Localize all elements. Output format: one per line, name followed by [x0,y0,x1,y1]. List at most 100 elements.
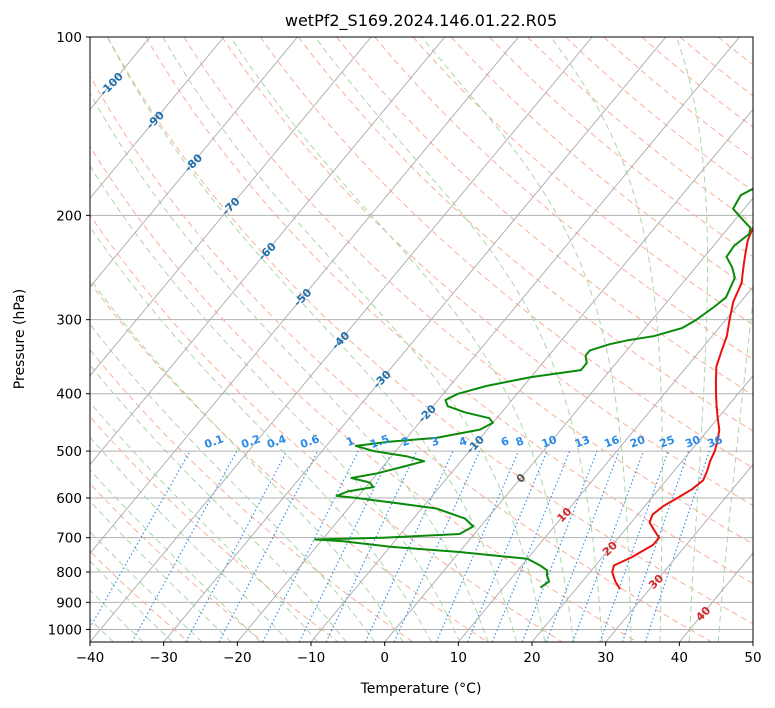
mixing-ratio-label: 4 [457,434,469,449]
moist-adiabat-line [90,530,203,642]
x-tick-label: 50 [744,650,761,666]
y-tick-label: 600 [56,491,82,507]
mixing-ratio-label: 1.5 [368,432,391,451]
moist-adiabat-line [90,560,173,642]
grid-layer [90,37,753,630]
dry-adiabat-line [183,37,753,545]
mixing-ratio-label: 36 [706,433,725,451]
moist-adiabat-line [314,37,603,642]
dry-adiabat-line [90,281,488,642]
isotherm-label: -100 [97,70,126,99]
y-tick-label: 300 [56,313,82,329]
mixing-ratio-label: 2 [400,434,412,449]
isotherm-label: -50 [291,286,314,309]
isotherm-line [457,286,753,642]
isotherm-line [90,37,593,642]
mixing-ratio-line [466,450,548,642]
mixing-ratio-line [131,450,238,642]
temperature-profile-line [611,225,753,590]
moist-adiabat-line [90,589,144,642]
mixing-ratio-line [90,450,191,629]
x-tick-label: −20 [223,650,252,666]
x-tick-label: 40 [671,650,688,666]
isotherm-line [752,641,753,642]
plot-area: 0.1 0.2 0.4 0.6 1 1.5 2 3 4 6 8 10 13 16 20 25 30 36-100-… [90,37,775,642]
isotherm-line [90,37,225,199]
moist-adiabat-line [230,37,575,642]
isotherm-label: -90 [144,108,167,131]
y-tick-label: 800 [56,565,82,581]
x-tick-label: 10 [450,650,467,666]
mixing-ratio-line [325,450,418,642]
mixing-ratio-label: 1 [344,434,356,449]
dry-adiabat-line [374,37,753,361]
mixing-ratio-label: 0.6 [298,432,321,451]
dry-adiabat-line [336,37,753,396]
moist-adiabat-line [90,364,347,642]
x-axis-label: Temperature (°C) [360,681,482,697]
x-tick-label: −40 [76,650,105,666]
dry-adiabat-line [90,415,339,642]
moist-adiabat-layer [90,37,753,642]
isotherm-line [90,37,446,466]
isotherm-label: -10 [464,433,487,456]
moist-adiabat-line [90,323,376,642]
series-layer [314,187,753,590]
x-tick-label: 20 [523,650,540,666]
isotherm-line [605,463,753,642]
dry-adiabat-line [107,37,753,625]
mixing-ratio-label: 30 [683,433,702,451]
moist-adiabat-line [717,295,753,642]
mixing-ratio-line [364,450,454,642]
moist-adiabat-line [162,37,546,642]
mixing-ratio-line [185,450,288,642]
moist-adiabat-line [90,436,290,642]
isotherm-line [90,37,298,288]
isotherm-label: -60 [256,240,279,263]
moist-adiabat-line [675,37,708,642]
isotherm-label: -20 [416,402,439,425]
isotherm-line [163,37,667,642]
mixing-ratio-line [599,450,669,642]
isotherm-label: -30 [371,368,394,391]
mixing-ratio-label: 0.2 [239,432,262,451]
mixing-ratio-label: 8 [514,434,526,449]
x-tick-label: −30 [149,650,178,666]
mixing-ratio-line [491,450,571,642]
moist-adiabat-line [550,37,663,642]
x-tick-label: 0 [380,650,389,666]
isotherm-line [236,37,740,642]
dry-adiabat-line [90,145,638,642]
isotherm-line [678,552,753,642]
y-tick-label: 100 [56,30,82,46]
mixing-ratio-label: 16 [602,433,621,451]
dry-adiabat-line [450,37,753,291]
moist-adiabat-line [90,225,432,642]
dry-adiabat-line [717,37,753,66]
moist-adiabat-line [90,92,489,642]
mixing-ratio-label: 25 [658,433,677,450]
dry-adiabat-line [221,37,753,507]
mixing-ratio-label: 10 [540,433,559,451]
y-tick-label: 900 [56,595,82,611]
dry-adiabat-line [527,37,753,225]
moist-adiabat-line [90,469,261,642]
moist-adiabat-line [90,401,319,642]
moist-adiabat-line [90,500,232,642]
y-tick-label: 700 [56,531,82,547]
mixing-ratio-label: 6 [499,434,511,449]
mixing-ratio-line [621,450,690,642]
dry-adiabat-line [298,37,753,432]
dry-adiabat-line [756,37,775,642]
isotherm-layer [90,37,753,642]
mixing-ratio-line [521,450,598,642]
mixing-ratio-line [644,450,710,642]
dry-adiabat-line [565,37,753,192]
x-tick-label: −10 [297,650,326,666]
mixing-ratio-label: 13 [573,433,592,450]
mixing-ratio-line [393,450,481,642]
isotherm-label: -40 [329,329,352,352]
x-tick-label: 30 [597,650,614,666]
